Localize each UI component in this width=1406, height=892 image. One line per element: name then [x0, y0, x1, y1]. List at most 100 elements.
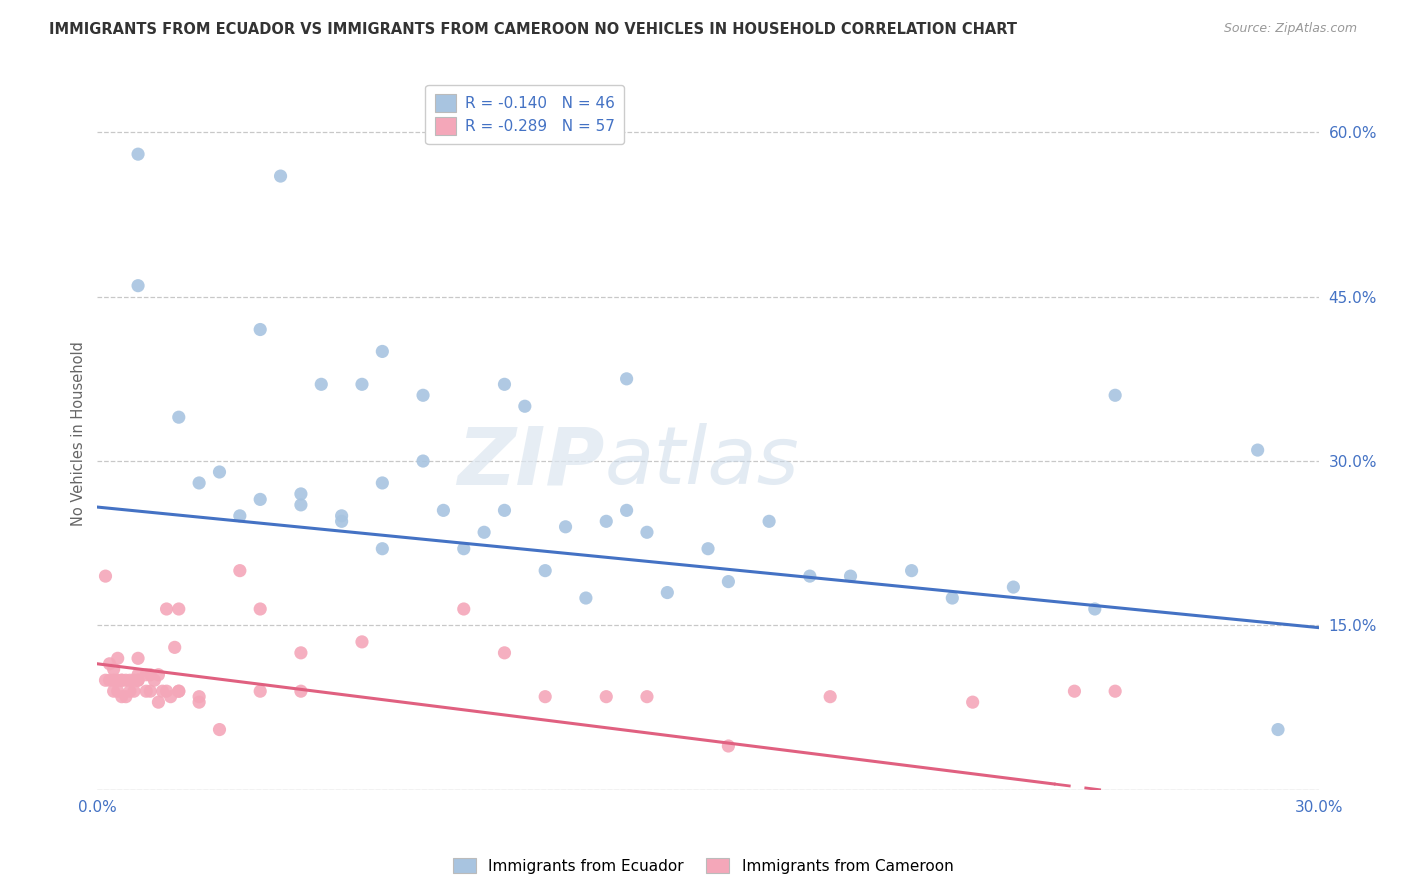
Point	[717, 574, 740, 589]
Point	[513, 399, 536, 413]
Point	[229, 508, 252, 523]
Point	[290, 684, 312, 698]
Point	[188, 475, 211, 490]
Point	[249, 684, 271, 698]
Point	[159, 690, 181, 704]
Point	[98, 657, 121, 671]
Y-axis label: No Vehicles in Household: No Vehicles in Household	[72, 342, 86, 526]
Point	[208, 723, 231, 737]
Point	[350, 635, 373, 649]
Point	[494, 646, 516, 660]
Point	[758, 514, 780, 528]
Point	[127, 673, 149, 688]
Point	[371, 344, 394, 359]
Point	[107, 651, 129, 665]
Point	[453, 602, 475, 616]
Text: atlas: atlas	[605, 423, 799, 501]
Point	[1084, 602, 1107, 616]
Point	[839, 569, 862, 583]
Point	[494, 377, 516, 392]
Text: ZIP: ZIP	[457, 423, 605, 501]
Point	[118, 684, 141, 698]
Point	[155, 602, 177, 616]
Point	[107, 684, 129, 698]
Point	[636, 525, 658, 540]
Legend: R = -0.140   N = 46, R = -0.289   N = 57: R = -0.140 N = 46, R = -0.289 N = 57	[426, 85, 624, 144]
Point	[534, 564, 557, 578]
Point	[941, 591, 963, 605]
Point	[118, 673, 141, 688]
Point	[127, 673, 149, 688]
Point	[432, 503, 454, 517]
Point	[155, 684, 177, 698]
Point	[167, 602, 190, 616]
Point	[534, 690, 557, 704]
Point	[148, 695, 170, 709]
Point	[135, 667, 157, 681]
Point	[1267, 723, 1289, 737]
Point	[1104, 684, 1126, 698]
Point	[167, 410, 190, 425]
Point	[330, 514, 353, 528]
Point	[94, 673, 117, 688]
Point	[127, 667, 149, 681]
Point	[163, 640, 186, 655]
Point	[152, 684, 174, 698]
Point	[208, 465, 231, 479]
Point	[412, 454, 434, 468]
Point	[616, 372, 638, 386]
Point	[127, 278, 149, 293]
Point	[111, 673, 134, 688]
Point	[290, 646, 312, 660]
Point	[453, 541, 475, 556]
Point	[122, 684, 145, 698]
Point	[290, 498, 312, 512]
Point	[229, 564, 252, 578]
Text: IMMIGRANTS FROM ECUADOR VS IMMIGRANTS FROM CAMEROON NO VEHICLES IN HOUSEHOLD COR: IMMIGRANTS FROM ECUADOR VS IMMIGRANTS FR…	[49, 22, 1017, 37]
Point	[188, 690, 211, 704]
Point	[115, 673, 138, 688]
Point	[799, 569, 821, 583]
Point	[472, 525, 495, 540]
Point	[962, 695, 984, 709]
Point	[900, 564, 922, 578]
Point	[135, 684, 157, 698]
Point	[111, 673, 134, 688]
Point	[554, 520, 576, 534]
Point	[697, 541, 720, 556]
Point	[127, 651, 149, 665]
Point	[371, 475, 394, 490]
Point	[330, 508, 353, 523]
Point	[249, 602, 271, 616]
Point	[94, 569, 117, 583]
Point	[616, 503, 638, 517]
Point	[595, 514, 617, 528]
Point	[657, 585, 679, 599]
Point	[127, 147, 149, 161]
Point	[371, 541, 394, 556]
Point	[1104, 388, 1126, 402]
Point	[717, 739, 740, 753]
Point	[103, 673, 125, 688]
Point	[1063, 684, 1085, 698]
Point	[111, 690, 134, 704]
Point	[270, 169, 292, 183]
Point	[107, 673, 129, 688]
Point	[167, 684, 190, 698]
Point	[350, 377, 373, 392]
Point	[122, 673, 145, 688]
Legend: Immigrants from Ecuador, Immigrants from Cameroon: Immigrants from Ecuador, Immigrants from…	[447, 852, 959, 880]
Point	[595, 690, 617, 704]
Point	[412, 388, 434, 402]
Point	[98, 673, 121, 688]
Point	[143, 673, 166, 688]
Point	[148, 667, 170, 681]
Text: Source: ZipAtlas.com: Source: ZipAtlas.com	[1223, 22, 1357, 36]
Point	[103, 684, 125, 698]
Point	[167, 684, 190, 698]
Point	[818, 690, 841, 704]
Point	[636, 690, 658, 704]
Point	[1002, 580, 1025, 594]
Point	[188, 695, 211, 709]
Point	[115, 690, 138, 704]
